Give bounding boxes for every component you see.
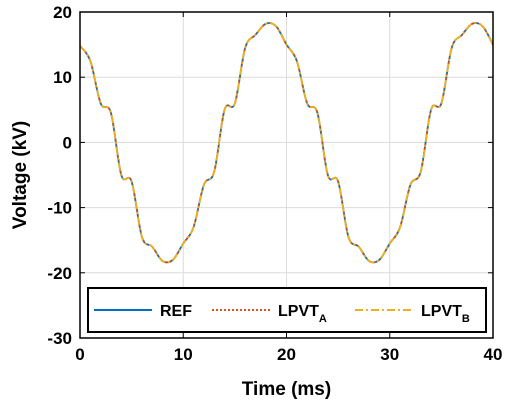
x-tick-label: 20 — [277, 345, 296, 364]
legend-entry-lpvt-b: LPVTB — [421, 303, 470, 325]
legend-entry-lpvt-a: LPVTA — [278, 303, 327, 325]
x-axis-label: Time (ms) — [242, 379, 331, 400]
y-tick-label: -30 — [47, 329, 72, 348]
y-tick-label: -20 — [47, 264, 72, 283]
legend-entry-ref: REF — [160, 303, 192, 320]
y-tick-label: 0 — [63, 133, 72, 152]
y-tick-label: -10 — [47, 199, 72, 218]
y-axis-label: Voltage (kV) — [10, 121, 31, 229]
series-lpvt-b-line — [79, 22, 494, 264]
x-tick-label: 10 — [174, 345, 193, 364]
x-tick-label: 40 — [484, 345, 503, 364]
x-tick-label: 30 — [380, 345, 399, 364]
y-tick-label: 10 — [53, 68, 72, 87]
legend: REF LPVTA LPVTB — [87, 287, 487, 333]
axis-ticks: 0 10 20 30 40 20 10 0 -10 -20 -30 — [47, 3, 502, 364]
legend-box — [87, 287, 487, 333]
x-tick-label: 0 — [75, 345, 84, 364]
series-lines — [79, 22, 494, 264]
y-tick-label: 20 — [53, 3, 72, 22]
